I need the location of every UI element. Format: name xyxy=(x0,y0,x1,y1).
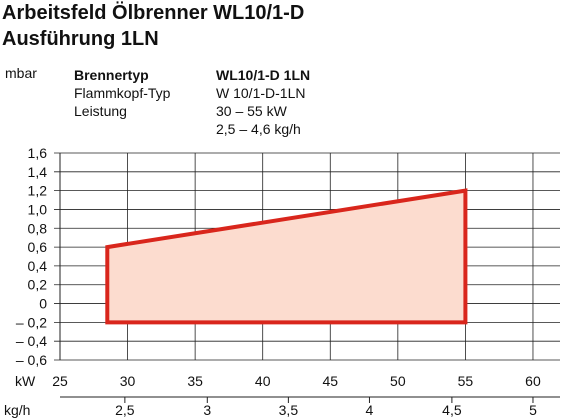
spec-value-brennertyp: WL10/1-D 1LN xyxy=(216,67,311,83)
x-tick-label-kw: 40 xyxy=(255,373,271,389)
x-tick-label-kw: 35 xyxy=(187,373,203,389)
x-tick-label-kw: 55 xyxy=(458,373,474,389)
y-tick-label: – 0,2 xyxy=(16,314,47,330)
x2-tick-label-kgh: 4 xyxy=(366,402,374,418)
x2-tick-label-kgh: 3 xyxy=(203,402,211,418)
x2-axis-label-kgh: kg/h xyxy=(4,402,30,418)
y-axis-label: mbar xyxy=(5,65,37,81)
y-tick-label: 0,6 xyxy=(28,239,48,255)
spec-label-flammkopf: Flammkopf-Typ xyxy=(74,85,171,101)
chart-title-line1: Arbeitsfeld Ölbrenner WL10/1-D xyxy=(2,2,305,24)
x-tick-label-kw: 50 xyxy=(390,373,406,389)
y-tick-label: – 0,6 xyxy=(16,352,47,368)
spec-value-leistung-kw: 30 – 55 kW xyxy=(216,103,287,119)
chart-title-line2: Ausführung 1LN xyxy=(2,28,159,50)
x2-tick-label-kgh: 3,5 xyxy=(279,402,299,418)
x2-tick-label-kgh: 2,5 xyxy=(115,402,135,418)
y-tick-label: – 0,4 xyxy=(16,333,47,349)
x2-tick-label-kgh: 5 xyxy=(529,402,537,418)
spec-label-leistung: Leistung xyxy=(74,103,127,119)
spec-label-brennertyp: Brennertyp xyxy=(74,67,149,83)
y-tick-label: 1,4 xyxy=(28,164,48,180)
x-tick-label-kw: 60 xyxy=(525,373,541,389)
y-tick-label: 0,8 xyxy=(28,220,48,236)
x-tick-label-kw: 30 xyxy=(120,373,136,389)
spec-value-leistung-kgh: 2,5 – 4,6 kg/h xyxy=(216,121,301,137)
y-tick-label: 0,4 xyxy=(28,258,48,274)
y-tick-label: 1,6 xyxy=(28,145,48,161)
x-tick-label-kw: 25 xyxy=(52,373,68,389)
x2-tick-label-kgh: 4,5 xyxy=(442,402,462,418)
y-tick-label: 1,2 xyxy=(28,183,48,199)
y-tick-label: 1,0 xyxy=(28,201,48,217)
spec-value-flammkopf: W 10/1-D-1LN xyxy=(216,85,306,101)
x-axis-label-kw: kW xyxy=(15,373,36,389)
y-tick-label: 0 xyxy=(39,296,47,312)
operating-region xyxy=(105,188,468,325)
x-tick-label-kw: 45 xyxy=(322,373,338,389)
y-tick-label: 0,2 xyxy=(28,277,48,293)
